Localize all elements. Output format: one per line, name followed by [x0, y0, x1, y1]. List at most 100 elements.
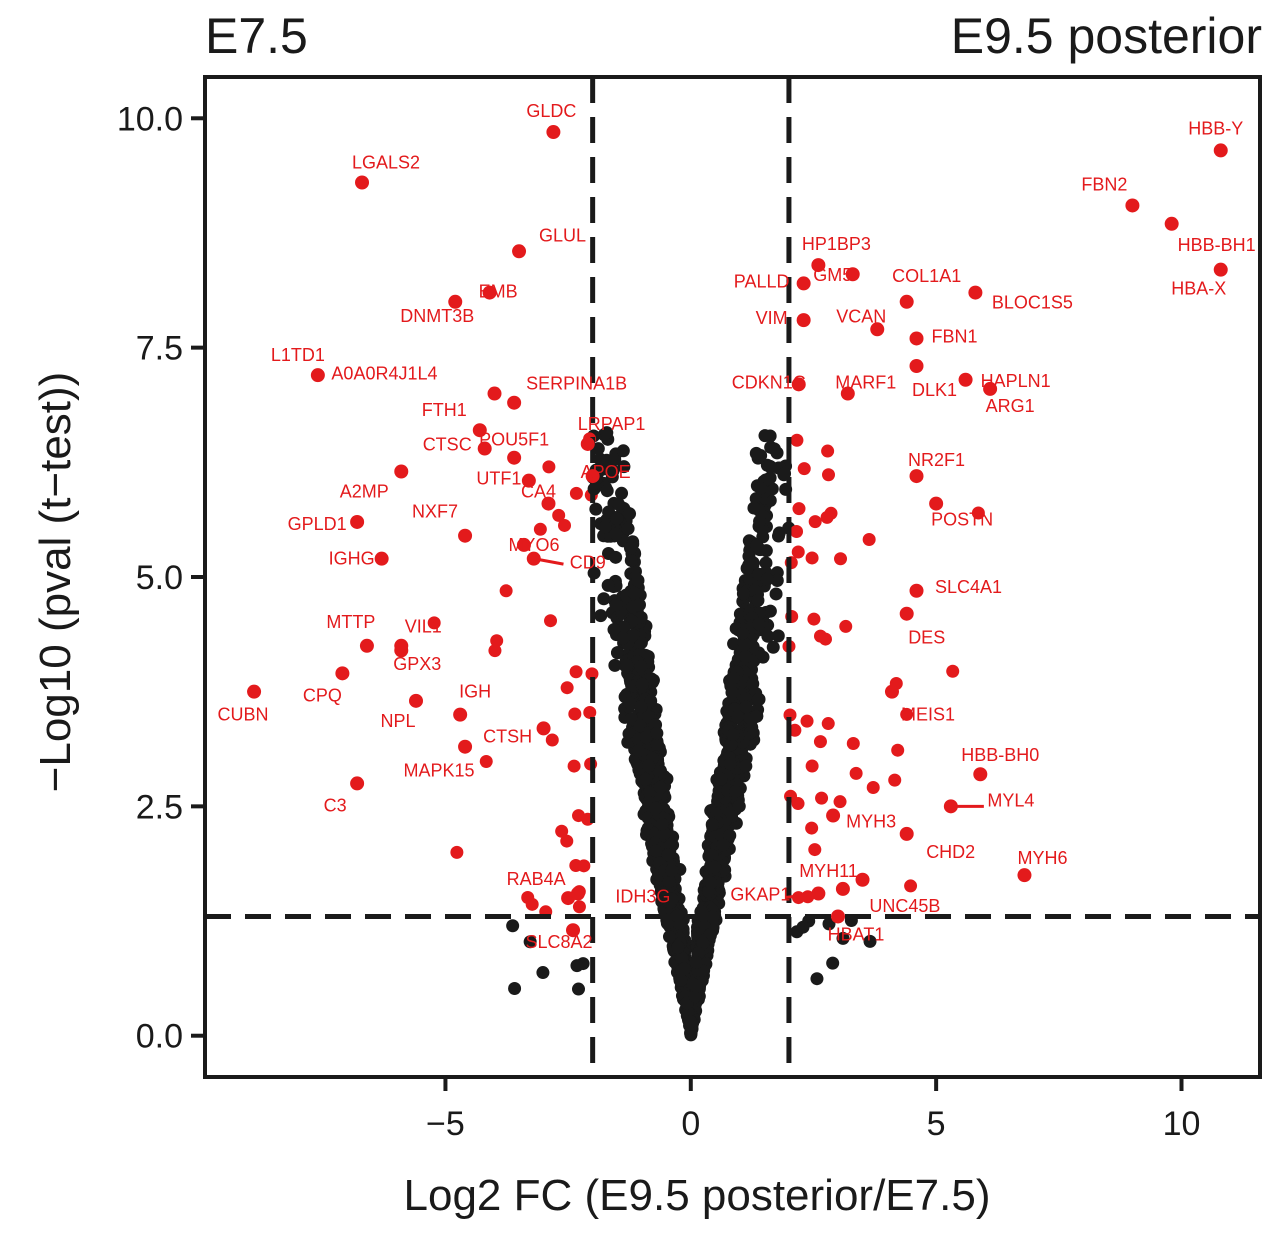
gene-point: [1213, 143, 1228, 158]
data-point: [508, 982, 522, 996]
gene-point: [909, 358, 924, 373]
data-point: [622, 727, 636, 741]
gene-point: [521, 473, 536, 488]
gene-point: [350, 514, 365, 529]
data-point: [751, 593, 765, 607]
data-point: [820, 510, 834, 524]
data-point: [862, 533, 876, 547]
data-point: [736, 587, 750, 601]
y-tick-label: 5.0: [136, 559, 183, 597]
y-tick-label: 2.5: [136, 788, 183, 826]
data-point: [558, 518, 572, 532]
gene-label: CPQ: [303, 685, 342, 705]
data-point: [759, 556, 773, 570]
data-point: [655, 817, 669, 831]
gene-label: BLOC1S5: [992, 293, 1073, 313]
gene-point: [477, 441, 492, 456]
x-axis-title: Log2 FC (E9.5 posterior/E7.5): [404, 1171, 991, 1220]
gene-point: [1017, 868, 1032, 883]
data-point: [863, 934, 877, 948]
gene-label: SLC8A2: [525, 932, 592, 952]
data-point: [826, 956, 840, 970]
y-tick-label: 7.5: [136, 330, 183, 368]
data-point: [610, 646, 624, 660]
data-point: [612, 497, 626, 511]
data-point: [644, 694, 658, 708]
gene-point: [909, 583, 924, 598]
gene-label: MARF1: [835, 373, 896, 393]
data-point: [800, 714, 814, 728]
data-point: [732, 799, 746, 813]
gene-point: [884, 684, 899, 699]
gene-point: [958, 372, 973, 387]
data-point: [731, 710, 745, 724]
data-point: [790, 524, 804, 538]
data-point: [739, 650, 753, 664]
data-point: [635, 677, 649, 691]
data-point: [714, 772, 728, 786]
data-point: [665, 892, 679, 906]
gene-label: ARG1: [986, 396, 1035, 416]
data-point: [633, 719, 647, 733]
data-point: [624, 553, 638, 567]
data-point: [609, 550, 623, 564]
data-point: [552, 508, 566, 522]
data-point: [570, 959, 584, 973]
gene-point: [512, 244, 527, 259]
gene-point: [507, 395, 522, 410]
gene-label: DES: [908, 628, 945, 648]
gene-label: A0A0R4J1L4: [331, 364, 437, 384]
data-point: [597, 592, 611, 606]
x-tick-label: 5: [927, 1105, 946, 1143]
data-point: [594, 609, 608, 623]
gene-label: COL1A1: [892, 266, 961, 286]
gene-label: SLC4A1: [935, 577, 1002, 597]
data-point: [634, 700, 648, 714]
data-point: [506, 919, 520, 933]
data-point: [790, 433, 804, 447]
gene-point: [811, 258, 826, 273]
data-point: [650, 738, 664, 752]
data-point: [846, 736, 860, 750]
gene-point: [335, 666, 350, 681]
gene-point: [835, 881, 850, 896]
data-point: [749, 446, 763, 460]
data-point: [665, 864, 679, 878]
gene-point: [536, 721, 551, 736]
data-point: [688, 989, 702, 1003]
data-point: [643, 786, 657, 800]
data-point: [662, 930, 676, 944]
gene-label: GPX3: [393, 654, 441, 674]
gene-label: CTSH: [483, 726, 532, 746]
gene-label: CA4: [521, 482, 556, 502]
data-point: [723, 757, 737, 771]
gene-point: [580, 436, 595, 451]
gene-point: [448, 294, 463, 309]
data-point: [796, 920, 810, 934]
data-point: [833, 795, 847, 809]
data-point: [778, 467, 792, 481]
gene-point: [374, 551, 389, 566]
data-point: [821, 717, 835, 731]
data-point: [689, 955, 703, 969]
data-point: [839, 619, 853, 633]
data-point: [661, 848, 675, 862]
gene-label: MAPK15: [404, 761, 475, 781]
data-point: [571, 982, 585, 996]
data-point: [849, 766, 863, 780]
data-point: [634, 659, 648, 673]
data-point: [649, 801, 663, 815]
x-tick-label: 0: [681, 1105, 700, 1143]
gene-label: FBN2: [1081, 174, 1127, 194]
gene-label: POU5F1: [479, 430, 549, 450]
data-point: [639, 772, 653, 786]
data-point: [600, 484, 614, 498]
data-point: [523, 935, 537, 949]
data-point: [608, 658, 622, 672]
gene-label: NPL: [380, 711, 415, 731]
gene-label: VIL1: [405, 616, 442, 636]
data-point: [723, 828, 737, 842]
data-point: [427, 616, 441, 630]
data-point: [609, 527, 623, 541]
gene-point: [458, 739, 473, 754]
